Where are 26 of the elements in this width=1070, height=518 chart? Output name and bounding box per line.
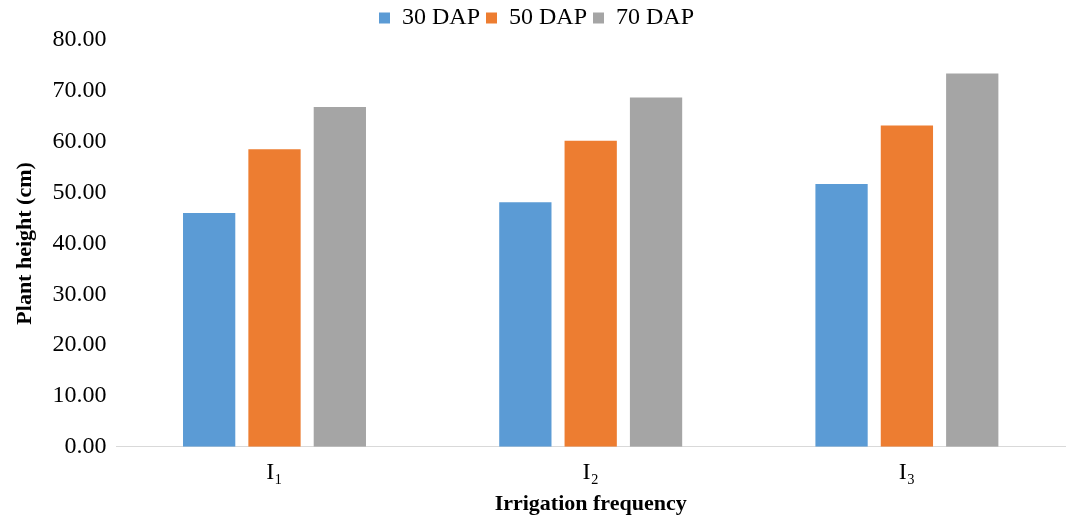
y-tick-label: 80.00: [52, 25, 107, 52]
bar: [183, 212, 236, 447]
bar: [629, 97, 683, 447]
bar: [815, 183, 868, 447]
bar: [564, 140, 617, 447]
x-tick-label: I₃: [898, 458, 916, 485]
y-axis-title: Plant height (cm): [10, 162, 36, 325]
x-tick-label: I₂: [582, 458, 599, 485]
bar: [880, 125, 934, 447]
legend-label: 70 DAP: [616, 3, 695, 30]
legend-label: 30 DAP: [401, 3, 480, 30]
y-tick-label: 20.00: [52, 330, 107, 357]
y-tick-label: 60.00: [52, 127, 107, 153]
y-tick-label: 50.00: [52, 177, 107, 204]
y-tick-label: 40.00: [52, 228, 107, 255]
bar: [248, 149, 301, 447]
y-tick-label: 30.00: [52, 279, 107, 306]
legend-label: 50 DAP: [508, 3, 588, 30]
bar: [499, 202, 552, 447]
y-tick-label: 10.00: [52, 381, 107, 408]
y-tick-label: 70.00: [52, 76, 107, 103]
bar: [313, 107, 366, 447]
y-tick-label: 0.00: [64, 432, 107, 459]
bar: [946, 73, 999, 447]
x-tick-label: I₁: [266, 458, 283, 485]
x-axis-title: Irrigation frequency: [494, 490, 687, 516]
